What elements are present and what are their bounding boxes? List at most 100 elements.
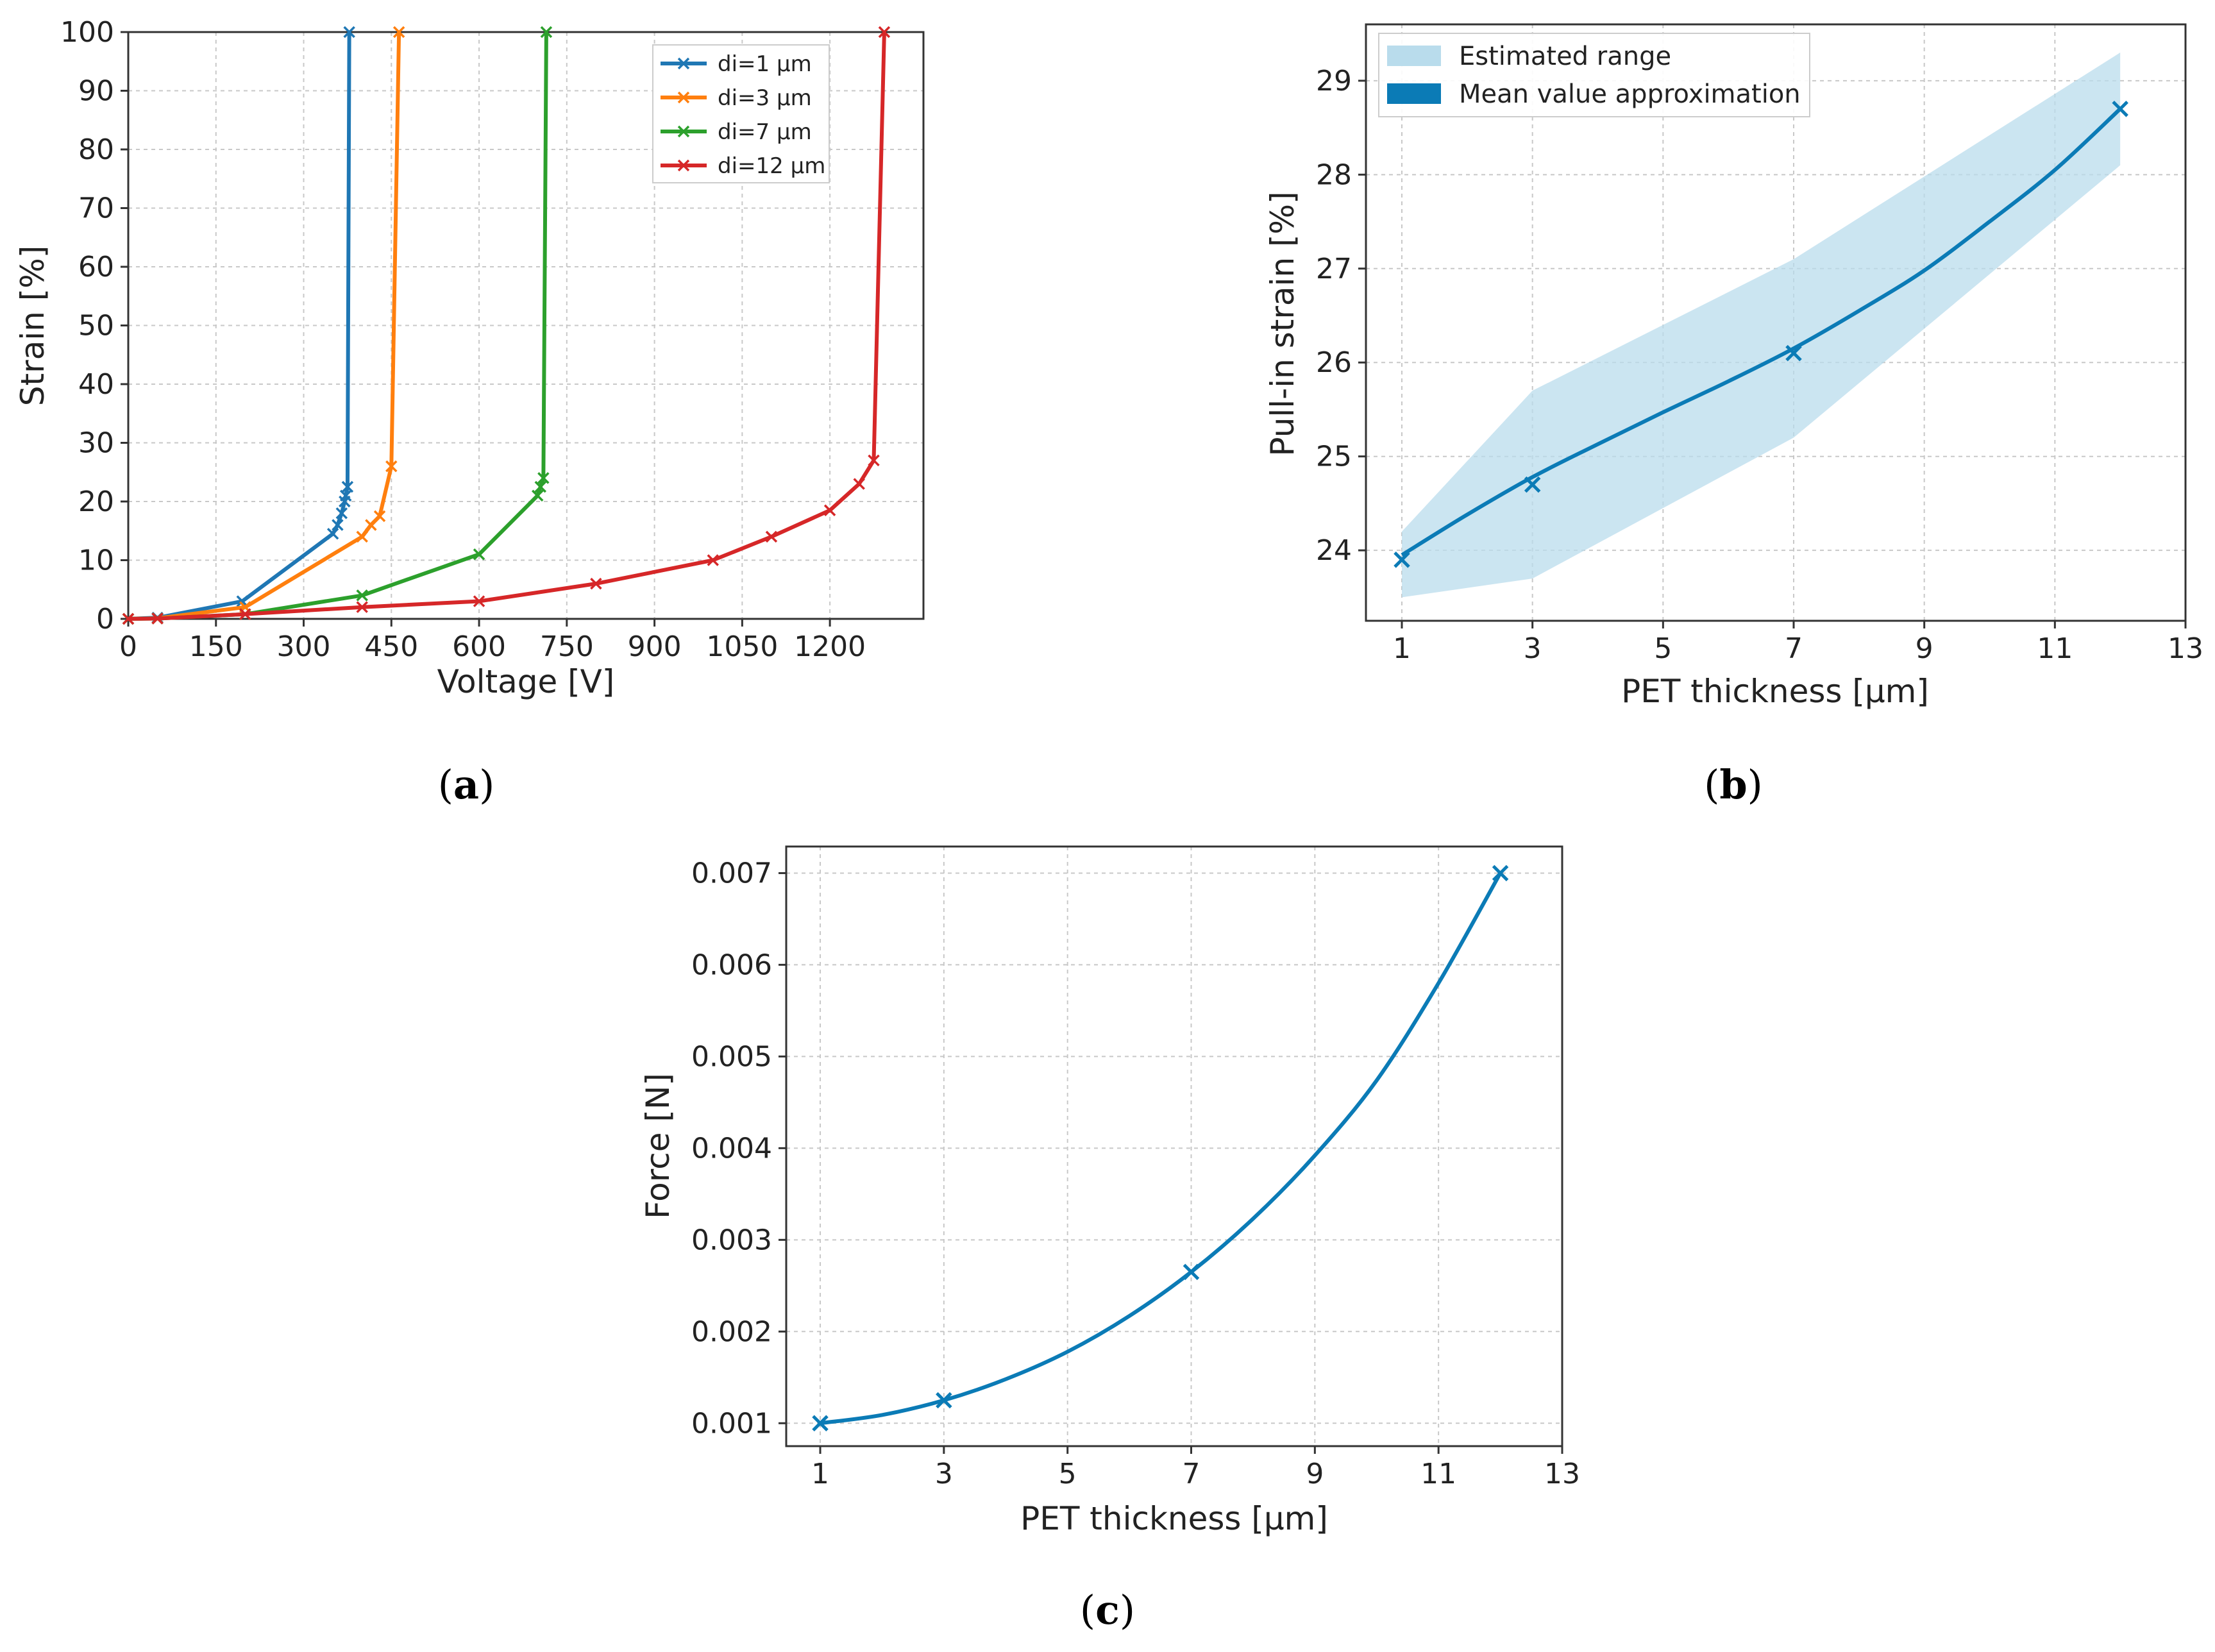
x-tick-label: 300	[277, 630, 331, 663]
data-point-marker	[707, 554, 719, 566]
legend-label-di1: di=1 μm	[718, 51, 812, 77]
x-tick-label: 900	[628, 630, 682, 663]
panel-c-caption: (c)	[1080, 1587, 1135, 1633]
panel-a-y-axis-label: Strain [%]	[14, 246, 51, 407]
data-point-marker	[765, 530, 778, 543]
y-tick-label: 0.006	[691, 948, 772, 981]
data-point-marker	[339, 489, 352, 502]
panel-b-y-axis-label: Pull-in strain [%]	[1264, 191, 1301, 456]
panel-b-plot-frame	[1365, 23, 2187, 622]
data-point-marker	[239, 608, 251, 620]
panel-c-y-axis-label: Force [N]	[639, 1073, 677, 1219]
data-point-marker	[335, 507, 348, 519]
data-point-marker	[2112, 101, 2128, 117]
panel-c-force: 1 3 5 7 9 11 13 0.0010.0020.0030.0040.0050.006…	[639, 845, 1580, 1633]
panel-a-caption: (a)	[438, 761, 495, 808]
data-point-marker	[1492, 864, 1509, 882]
legend-marker	[677, 125, 690, 138]
data-point-marker	[868, 454, 880, 467]
y-tick-label: 70	[78, 192, 114, 225]
x-tick-label: 5	[1059, 1458, 1077, 1490]
data-point-marker	[341, 480, 354, 493]
legend-label-estimated-range: Estimated range	[1459, 42, 1671, 71]
legend-label-mean-value: Mean value approximation	[1459, 80, 1801, 109]
x-tick-label: 0	[119, 630, 137, 663]
data-point-marker	[853, 478, 865, 490]
data-point-marker	[1183, 1263, 1200, 1281]
y-tick-label: 30	[78, 427, 114, 460]
data-point-marker	[823, 504, 836, 516]
data-point-marker	[365, 519, 377, 531]
data-point-marker	[878, 26, 891, 38]
data-point-marker	[537, 472, 550, 484]
y-tick-label: 0.007	[691, 857, 772, 889]
y-tick-label: 0.003	[691, 1224, 772, 1256]
x-tick-label: 13	[2168, 632, 2203, 665]
panel-b-caption-letter: b	[1719, 761, 1747, 808]
y-tick-label: 50	[78, 310, 114, 342]
x-tick-label: 450	[364, 630, 418, 663]
data-point-marker	[373, 510, 386, 523]
data-point-marker	[1524, 476, 1541, 493]
y-tick-label: 0	[96, 603, 114, 636]
panel-b-x-axis-label: PET thickness [μm]	[1621, 673, 1929, 710]
y-tick-label: 29	[1316, 65, 1352, 97]
data-point-marker	[385, 460, 398, 473]
legend-marker	[677, 57, 690, 70]
legend-marker	[677, 159, 690, 172]
panel-c-caption-letter: c	[1095, 1587, 1120, 1633]
panel-b-legend: Estimated range Mean value approximation	[1378, 33, 1810, 117]
y-tick-label: 0.004	[691, 1132, 772, 1165]
data-point-marker	[936, 1392, 952, 1409]
y-tick-label: 28	[1316, 158, 1352, 191]
panel-c-x-axis-label: PET thickness [μm]	[1020, 1500, 1328, 1537]
x-tick-label: 9	[1916, 632, 1933, 665]
series-0	[122, 26, 355, 625]
x-tick-label: 1200	[794, 630, 866, 663]
panel-a-x-axis-label: Voltage [V]	[437, 663, 615, 700]
panel-a-caption-letter: a	[453, 761, 479, 808]
x-tick-label: 13	[1544, 1458, 1580, 1490]
legend-label-di3: di=3 μm	[718, 85, 812, 111]
x-tick-label: 7	[1183, 1458, 1200, 1490]
y-tick-label: 20	[78, 485, 114, 518]
x-tick-label: 3	[1524, 632, 1542, 665]
data-point-marker	[473, 548, 485, 560]
series-line	[128, 31, 351, 621]
y-tick-label: 80	[78, 133, 114, 166]
panel-c-plot-frame	[785, 845, 1563, 1447]
legend-label-di12: di=12 μm	[718, 153, 825, 179]
legend-swatch-mean-value	[1387, 83, 1441, 104]
estimated-range-band	[1402, 52, 2121, 598]
legend-marker	[677, 91, 690, 104]
y-tick-label: 100	[60, 16, 114, 49]
data-point-marker	[473, 595, 485, 607]
y-tick-label: 25	[1316, 441, 1352, 473]
x-tick-label: 150	[189, 630, 243, 663]
panel-b-caption: (b)	[1704, 761, 1763, 808]
x-tick-label: 750	[540, 630, 594, 663]
legend-label-di7: di=7 μm	[718, 119, 812, 145]
data-point-marker	[392, 26, 405, 38]
data-point-marker	[356, 589, 368, 602]
y-tick-label: 0.001	[691, 1407, 772, 1440]
data-point-marker	[531, 489, 544, 502]
y-tick-label: 60	[78, 251, 114, 283]
y-tick-label: 90	[78, 75, 114, 108]
data-point-marker	[332, 519, 344, 531]
data-point-marker	[1785, 344, 1802, 362]
y-tick-label: 26	[1316, 346, 1352, 379]
data-point-marker	[326, 528, 339, 540]
x-tick-label: 1	[1393, 632, 1411, 665]
data-point-marker	[1394, 552, 1410, 568]
data-point-marker	[534, 480, 547, 493]
data-point-marker	[356, 530, 368, 543]
legend-swatch-estimated-range	[1387, 46, 1441, 66]
y-tick-label: 40	[78, 368, 114, 401]
data-point-marker	[590, 577, 602, 590]
x-tick-label: 1050	[706, 630, 778, 663]
x-tick-label: 11	[2037, 632, 2073, 665]
x-tick-label: 11	[1420, 1458, 1456, 1490]
x-tick-label: 3	[935, 1458, 953, 1490]
